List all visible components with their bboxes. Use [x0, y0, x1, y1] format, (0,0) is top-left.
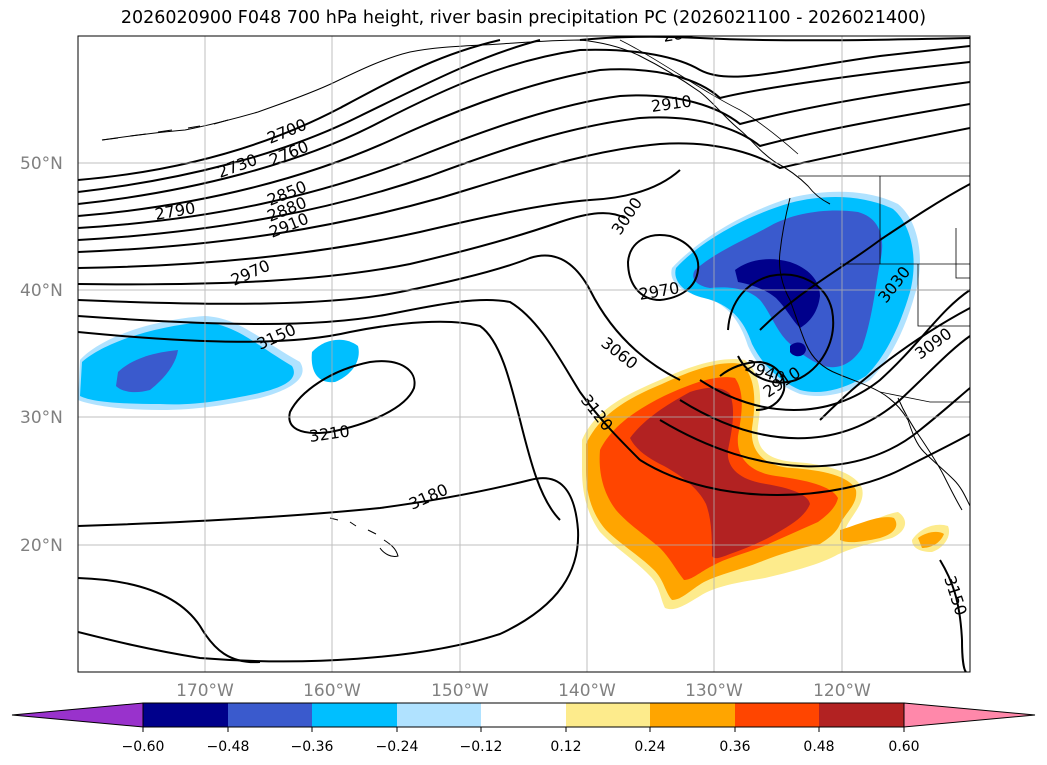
- contour-label: 3060: [598, 333, 642, 373]
- coast-baja: [897, 397, 963, 511]
- colorbar-bin: [650, 703, 735, 727]
- contour-2730: [78, 39, 541, 193]
- contour-low-west: [78, 577, 261, 664]
- contour-2880: [78, 103, 970, 241]
- contour-2970: [78, 169, 681, 269]
- contour-label: 3180: [406, 480, 451, 514]
- contour-2700: [78, 39, 501, 181]
- colorbar-ticks: [142, 727, 905, 732]
- contour-3060: [78, 254, 681, 381]
- colorbar: −0.60 −0.48 −0.36 −0.24 −0.12 0.12 0.24 …: [11, 702, 1036, 755]
- colorbar-bin: [481, 703, 566, 727]
- contour-2760: [78, 45, 970, 205]
- graticule: [78, 36, 970, 672]
- contour-label: 2790: [153, 198, 196, 224]
- lat-label: 20°N: [20, 536, 63, 556]
- map-area: 2820 2700 2730 2760 2790 2850 2880 2910 …: [78, 20, 971, 672]
- contour-2790: [78, 61, 970, 217]
- lon-label: 150°W: [431, 681, 489, 701]
- contour-3000: [78, 212, 626, 286]
- shade-neg-strong-spot: [790, 342, 806, 357]
- positive-precip-shading: [582, 359, 950, 610]
- contour-3180: [78, 477, 580, 663]
- lon-label: 170°W: [176, 681, 234, 701]
- contour-3210: [288, 360, 416, 434]
- lon-label: 160°W: [303, 681, 361, 701]
- colorbar-tick-label: −0.36: [291, 739, 334, 755]
- contour-east-4: [639, 433, 970, 496]
- contour-2940: [719, 360, 786, 411]
- shade-pos-light-east2: [918, 531, 944, 548]
- shade-neg-mid-west: [116, 350, 178, 393]
- contour-label: 3000: [608, 194, 647, 238]
- shade-pos-light-east: [840, 517, 897, 543]
- lat-label: 40°N: [20, 281, 63, 301]
- colorbar-tick-label: 0.24: [634, 739, 665, 755]
- colorbar-extend-high: [903, 702, 1036, 728]
- coast-hawaii: [329, 517, 399, 557]
- border-us-mexico: [879, 391, 970, 403]
- contour-east-1: [699, 289, 970, 411]
- colorbar-bin: [735, 703, 819, 727]
- colorbar-tick-label: −0.24: [376, 739, 419, 755]
- contour-label: 2970: [637, 278, 680, 304]
- colorbar-bin: [566, 703, 650, 727]
- colorbar-tick-label: 0.48: [803, 739, 834, 755]
- height-contours: [78, 36, 970, 672]
- colorbar-tick-label: −0.48: [207, 739, 250, 755]
- contour-label: 3150: [940, 573, 971, 618]
- contour-3000-closed: [626, 234, 700, 302]
- contour-2910-loop: [727, 273, 835, 384]
- coast-aleutian-islands: [101, 119, 229, 141]
- map-title: 2026020900 F048 700 hPa height, river ba…: [120, 8, 927, 28]
- colorbar-tick-label: 0.12: [550, 739, 581, 755]
- colorbar-frame: [142, 702, 905, 728]
- colorbar-bin: [819, 703, 904, 727]
- colorbar-bin: [143, 703, 228, 727]
- lon-label: 130°W: [685, 681, 743, 701]
- coast-alaska-peninsula: [101, 39, 831, 205]
- lat-label: 50°N: [20, 154, 63, 174]
- contour-2850: [78, 81, 970, 229]
- border-state-3: [917, 264, 970, 327]
- colorbar-bin: [397, 703, 481, 727]
- contour-2820: [579, 36, 970, 42]
- lon-label: 120°W: [813, 681, 871, 701]
- contour-east-3: [659, 387, 970, 468]
- shade-neg-light-island: [311, 339, 359, 383]
- border-state-4: [955, 228, 970, 279]
- colorbar-tick-label: 0.36: [719, 739, 750, 755]
- latitude-labels: 50°N 40°N 30°N 20°N: [20, 154, 63, 556]
- colorbar-bin: [312, 703, 397, 727]
- shade-pos-strong: [630, 387, 810, 559]
- colorbar-tick-label: 0.60: [888, 739, 919, 755]
- lon-label: 140°W: [558, 681, 616, 701]
- contour-3030-east: [759, 183, 970, 331]
- contour-3150-east: [939, 559, 967, 672]
- longitude-labels: 170°W 160°W 150°W 140°W 130°W 120°W: [176, 681, 871, 701]
- map-frame: [77, 35, 971, 673]
- coastlines: [101, 39, 970, 557]
- colorbar-bin: [228, 703, 312, 727]
- contour-3090-east: [819, 307, 970, 421]
- contour-label: 3210: [308, 421, 351, 445]
- contour-3150-west: [78, 320, 561, 521]
- contour-label: 2820: [661, 20, 704, 46]
- border-canada-alaska: [619, 39, 799, 155]
- colorbar-tick-label: −0.60: [122, 739, 165, 755]
- lat-label: 30°N: [20, 408, 63, 428]
- colorbar-tick-label: −0.12: [460, 739, 503, 755]
- contour-2910: [78, 127, 970, 253]
- colorbar-extend-low: [11, 702, 144, 728]
